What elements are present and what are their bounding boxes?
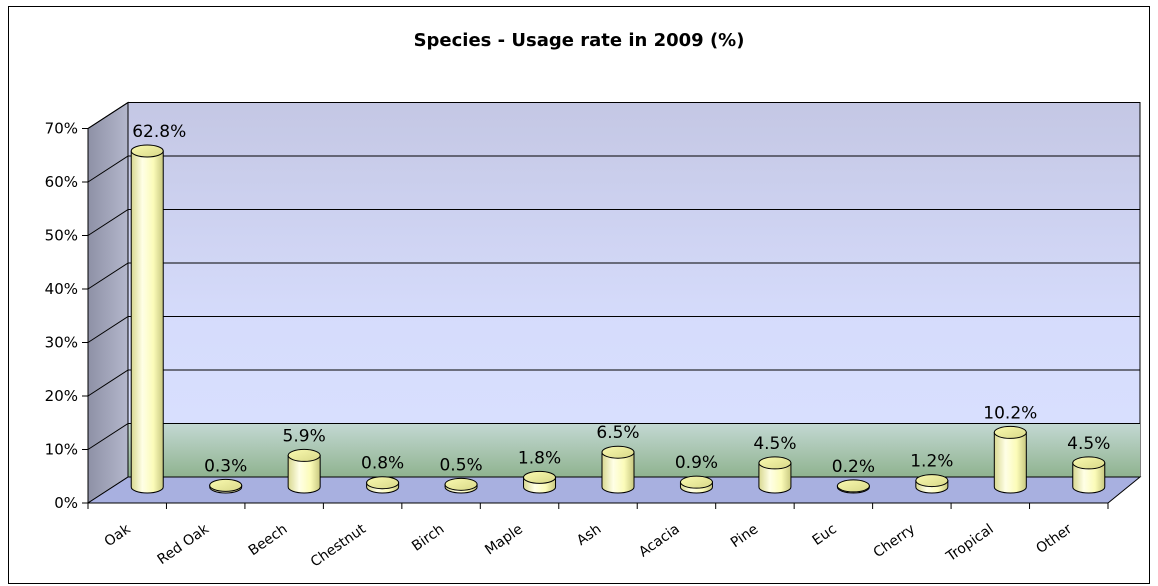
data-label: 0.8% (361, 454, 404, 474)
bar-body (287, 454, 321, 494)
data-label: 5.9% (283, 426, 326, 446)
y-tick-label: 70% (45, 120, 78, 138)
data-label: 0.9% (675, 453, 718, 473)
gridline-side (87, 369, 129, 397)
bar-top (1072, 456, 1106, 470)
gridline-side (87, 423, 129, 450)
bar-top (366, 476, 400, 490)
bar-top (444, 477, 478, 491)
x-tick-label: Cherry (871, 521, 919, 561)
x-tick-label: Acacia (636, 521, 683, 560)
y-tick-label: 20% (45, 387, 78, 405)
bar-body (130, 150, 164, 494)
bar-top (993, 425, 1027, 439)
bar: 0.9% (675, 453, 718, 494)
bar: 4.5% (753, 434, 797, 494)
bar: 5.9% (283, 426, 326, 494)
bar: 62.8% (130, 122, 186, 494)
bar-body (758, 462, 792, 494)
y-tick-label: 10% (45, 441, 78, 459)
bar: 4.5% (1067, 434, 1110, 494)
gridline-side (87, 209, 129, 236)
x-tick-label: Pine (728, 521, 761, 551)
bar: 0.2% (832, 457, 875, 494)
bar-top (523, 470, 557, 484)
x-tick-label: Birch (409, 521, 447, 554)
y-tick-label: 60% (45, 173, 78, 191)
data-label: 0.3% (204, 456, 247, 476)
data-label: 0.2% (832, 457, 875, 477)
x-tick-label: Other (1033, 521, 1075, 557)
data-label: 10.2% (983, 403, 1037, 423)
x-tick-label: Maple (482, 521, 526, 558)
bar-top (758, 456, 792, 470)
data-label: 1.8% (518, 448, 561, 468)
gridline-side (87, 102, 129, 129)
bar: 1.2% (910, 452, 953, 494)
gridline-side (87, 262, 129, 290)
x-tick-label: Tropical (943, 521, 997, 565)
y-tick-label: 0% (54, 494, 78, 512)
back-wall (127, 102, 1141, 478)
gridline-side (87, 316, 129, 343)
data-label: 1.2% (910, 452, 953, 472)
x-tick-label: Euc (810, 521, 840, 549)
x-tick-label: Beech (246, 521, 291, 559)
bar: 1.8% (518, 448, 561, 494)
bar-body (1072, 462, 1106, 494)
bar-body (993, 431, 1027, 494)
bar: 0.3% (204, 456, 247, 494)
chart-title: Species - Usage rate in 2009 (%) (413, 30, 745, 51)
y-tick-label: 40% (45, 280, 78, 298)
bar-top (915, 474, 949, 488)
x-tick-label: Red Oak (155, 521, 213, 568)
data-label: 62.8% (132, 122, 186, 142)
bar: 10.2% (983, 403, 1037, 494)
data-label: 6.5% (596, 423, 639, 443)
bar: 6.5% (596, 423, 640, 494)
bar-top (601, 445, 635, 459)
gridline-side (87, 155, 129, 183)
bar-body (601, 451, 635, 494)
bar: 0.5% (439, 455, 483, 494)
x-tick-label: Oak (102, 521, 135, 551)
y-tick-label: 50% (45, 227, 78, 245)
bar-top (836, 479, 870, 493)
bar-top (287, 448, 321, 462)
bar-top (679, 475, 713, 489)
bar-top (130, 144, 164, 158)
data-label: 4.5% (1067, 434, 1110, 454)
data-label: 0.5% (439, 455, 482, 475)
side-wall (87, 101, 129, 504)
bar-top (209, 478, 243, 492)
bar: 0.8% (361, 454, 404, 494)
data-label: 4.5% (753, 434, 796, 454)
x-tick-label: Ash (574, 521, 604, 549)
y-tick-label: 30% (45, 334, 78, 352)
x-tick-label: Chestnut (308, 521, 369, 571)
